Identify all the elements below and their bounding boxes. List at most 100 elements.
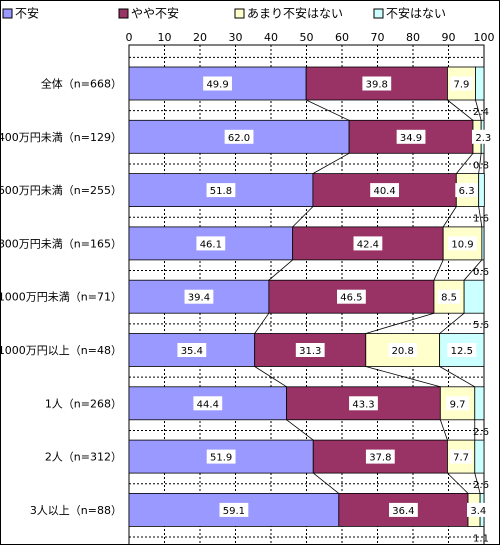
x-tick-label-90: 90 [442,31,456,44]
data-label-bg-5-1 [184,289,214,304]
data-label-3-1: 51.8 [210,186,232,197]
data-label-bg-9-3 [467,502,490,517]
data-label-bg-8-2 [365,449,395,464]
connector-5-2 [365,312,435,334]
category-label-9: 3人以上（n=88） [30,504,122,517]
x-tick-label-40: 40 [264,31,278,44]
data-label-3-2: 40.4 [373,186,395,197]
connector-2-3 [478,153,482,174]
connector-6-3 [439,366,475,388]
category-label-5: 1000万円未満（n=71） [0,291,122,304]
data-label-5-4: 5.6 [473,320,489,331]
data-label-bg-2-2 [396,129,426,144]
category-label-8: 2人（n=312） [45,451,122,464]
data-label-bg-4-1 [196,236,226,251]
bar-8-4 [474,439,485,474]
x-tick-label-100: 100 [474,31,495,44]
category-label-6: 1000万円以上（n=48） [0,344,122,357]
connector-3-1 [292,206,314,228]
data-label-6-4: 12.5 [451,346,473,357]
data-label-bg-1-1 [203,76,232,91]
connector-6-1 [254,366,287,388]
data-label-9-4: 1.1 [473,533,489,544]
data-label-1-4: 2.4 [473,107,489,118]
data-label-bg-5-2 [337,289,366,304]
data-label-1-2: 39.8 [366,80,388,91]
data-label-bg-9-1 [219,502,249,517]
connector-1-2 [447,99,474,121]
legend-label-1: 不安 [15,6,39,21]
data-label-9-3: 3.4 [470,506,486,517]
bar-4-4 [481,226,485,261]
x-tick-label-70: 70 [371,31,385,44]
connector-8-1 [312,472,340,494]
connector-4-3 [463,259,483,281]
bar-3-4 [478,173,485,208]
legend-swatch-4 [373,8,384,19]
data-label-7-4: 2.6 [473,427,489,438]
data-label-2-1: 62.0 [228,133,250,144]
connector-8-3 [474,472,481,494]
data-label-2-2: 34.9 [400,133,422,144]
connector-7-1 [286,419,314,441]
connector-6-2 [365,366,441,388]
data-label-6-2: 31.3 [299,346,321,357]
data-labels: 49.9 39.8 7.9 2.4 62.0 34.9 2.3 0.8 51.8 40.4 6.3 1… [177,76,495,544]
data-label-7-2: 43.3 [352,399,374,410]
category-label-1: 全体（n=668） [41,77,122,91]
data-label-8-2: 37.8 [369,453,391,464]
category-label-3: 600万円未満（n=255） [0,184,122,197]
data-label-bg-6-2 [295,343,325,357]
data-label-6-3: 20.8 [392,346,414,357]
connector-7-2 [439,419,448,441]
data-label-bg-6-1 [177,343,207,357]
data-label-bg-2-3 [471,129,495,144]
data-label-4-3: 10.9 [451,239,473,250]
data-label-bg-2-1 [224,129,254,144]
data-label-9-1: 59.1 [223,506,245,517]
data-label-4-2: 42.4 [357,239,379,250]
data-label-bg-4-3 [448,236,477,251]
data-label-5-3: 8.5 [441,293,457,304]
x-tick-label-10: 10 [158,31,172,44]
data-label-7-1: 44.4 [197,399,219,410]
category-label-2: 400万円未満（n=129） [0,131,122,144]
legend-label-2: やや不安 [131,6,179,21]
connector-4-2 [433,259,444,281]
legend-label-4: 不安はない [386,6,446,21]
data-label-7-3: 9.7 [450,399,466,410]
x-tick-label-80: 80 [406,31,420,44]
data-label-bg-8-3 [449,449,473,464]
legend-swatch-1 [2,8,13,19]
data-label-bg-9-2 [389,502,418,517]
data-label-bg-1-2 [362,76,392,91]
connector-8-2 [447,472,469,494]
x-tick-label-20: 20 [193,31,207,44]
connector-1-1 [305,99,350,121]
bar-5-4 [463,279,485,314]
data-label-4-1: 46.1 [200,239,222,250]
bar-7-4 [474,386,485,421]
data-label-bg-1-3 [450,76,473,91]
bar-1-4 [475,66,485,101]
x-tick-label-50: 50 [300,31,314,44]
connector-1-3 [475,99,482,121]
data-label-5-1: 39.4 [188,293,210,304]
data-label-8-3: 7.7 [453,453,469,464]
legend: 不安 やや不安 あまり不安はない 不安はない [2,6,446,21]
connector-lines [254,99,483,494]
data-label-2-4: 0.8 [473,160,489,171]
connector-5-3 [439,312,465,334]
connector-5-1 [254,312,270,334]
data-label-3-4: 1.6 [473,214,489,225]
data-label-bg-8-1 [206,449,236,464]
category-label-7: 1人（n=268） [45,397,122,410]
legend-swatch-3 [234,8,245,19]
x-tick-label-0: 0 [126,31,133,44]
data-label-bg-4-2 [353,236,383,251]
data-label-bg-3-1 [206,183,236,198]
data-label-bg-3-3 [455,183,478,198]
data-label-bg-7-3 [446,396,469,411]
